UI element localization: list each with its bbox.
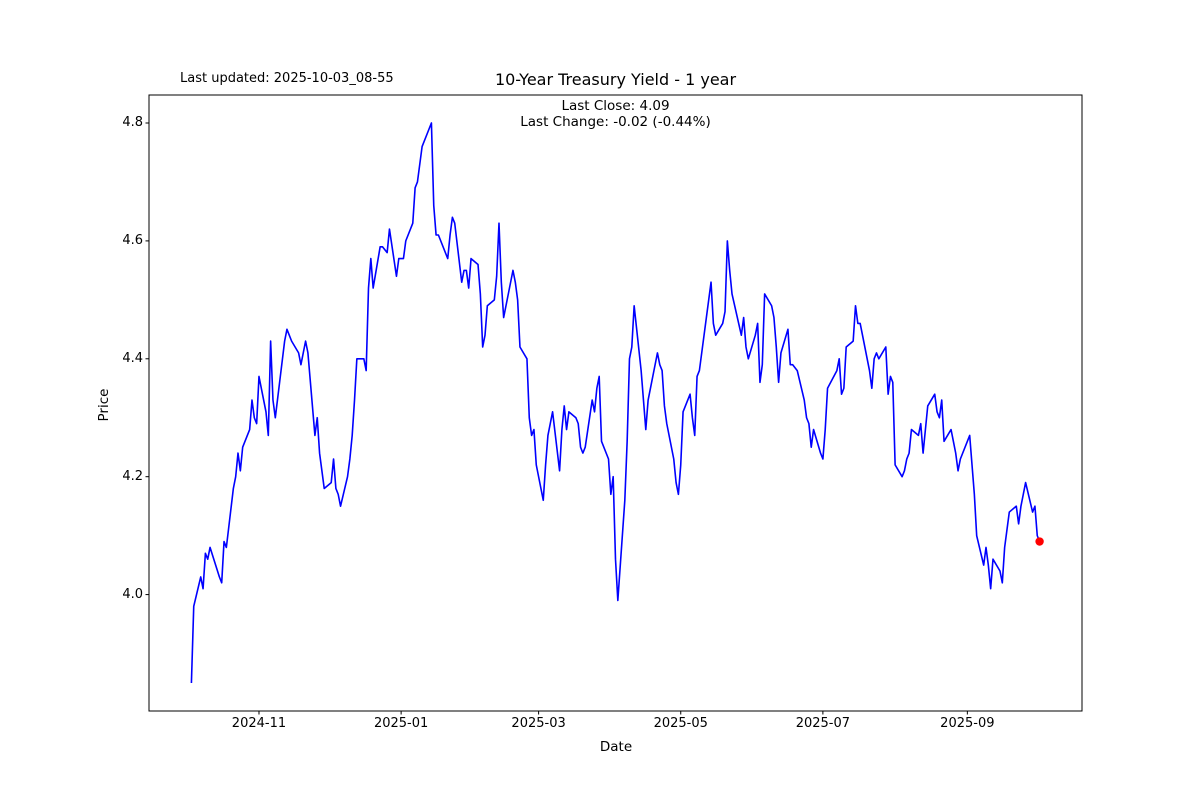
- x-tick-label: 2025-03: [511, 716, 566, 731]
- x-axis-title: Date: [599, 739, 633, 755]
- y-tick-label: 4.8: [122, 115, 143, 130]
- chart-title-row: 10-Year Treasury Yield - 1 year: [149, 70, 1082, 89]
- chart-title: 10-Year Treasury Yield - 1 year: [494, 70, 737, 89]
- chart-subtitle: Last Close: 4.09 Last Change: -0.02 (-0.…: [149, 98, 1082, 130]
- y-tick-label: 4.6: [122, 232, 143, 248]
- last-close-marker: [1035, 537, 1044, 546]
- y-tick-label: 4.0: [122, 586, 143, 602]
- last-updated-text: Last updated: 2025-10-03_08-55: [180, 71, 394, 86]
- last-change-text: Last Change: -0.02 (-0.44%): [520, 114, 711, 130]
- x-tick-label: 2024-11: [231, 716, 287, 731]
- last-close-text: Last Close: 4.09: [561, 98, 670, 114]
- y-tick-label: 4.4: [122, 350, 143, 366]
- x-tick-label: 2025-05: [653, 716, 708, 731]
- x-tick-label: 2025-07: [795, 716, 851, 731]
- x-tick-label: 2025-09: [940, 716, 995, 731]
- axis-tick-marks: [145, 122, 968, 715]
- yield-line-series: [190, 122, 1041, 684]
- plot-border: [148, 94, 1083, 712]
- x-tick-label: 2025-01: [373, 716, 429, 731]
- y-tick-label: 4.2: [122, 468, 143, 484]
